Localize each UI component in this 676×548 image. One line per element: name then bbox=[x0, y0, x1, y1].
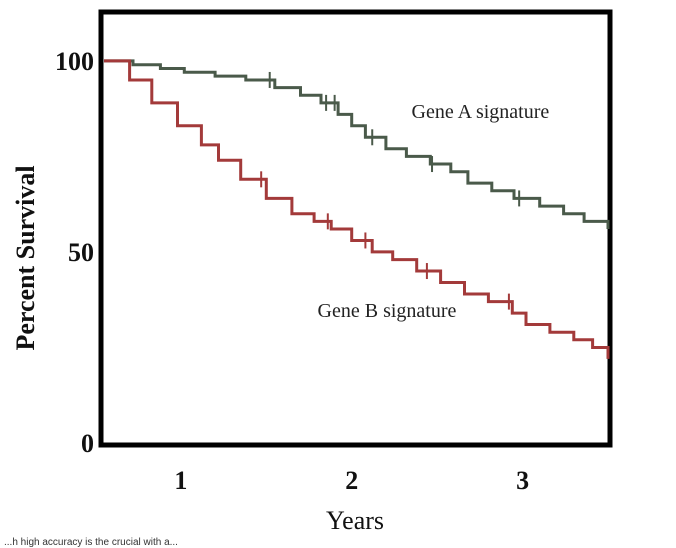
y-axis-title: Percent Survival bbox=[11, 165, 40, 350]
series-layer bbox=[104, 59, 610, 359]
caption-text: ...h high accuracy is the crucial with a… bbox=[4, 537, 178, 548]
y-tick-label-0: 0 bbox=[81, 429, 94, 458]
x-axis-title: Years bbox=[326, 506, 384, 535]
series-line-gene-a-signature bbox=[104, 59, 610, 229]
series-label-gene-b: Gene B signature bbox=[318, 300, 457, 322]
x-tick-label-3: 3 bbox=[516, 466, 529, 495]
x-tick-label-1: 1 bbox=[174, 466, 187, 495]
y-tick-label-50: 50 bbox=[68, 238, 94, 267]
y-tick-label-100: 100 bbox=[55, 47, 94, 76]
series-line-gene-b-signature bbox=[104, 59, 610, 359]
tick-layer: 1 2 3 0 50 100 bbox=[55, 47, 529, 495]
plot-frame bbox=[98, 9, 613, 448]
series-label-gene-a: Gene A signature bbox=[412, 101, 550, 123]
x-tick-label-2: 2 bbox=[345, 466, 358, 495]
